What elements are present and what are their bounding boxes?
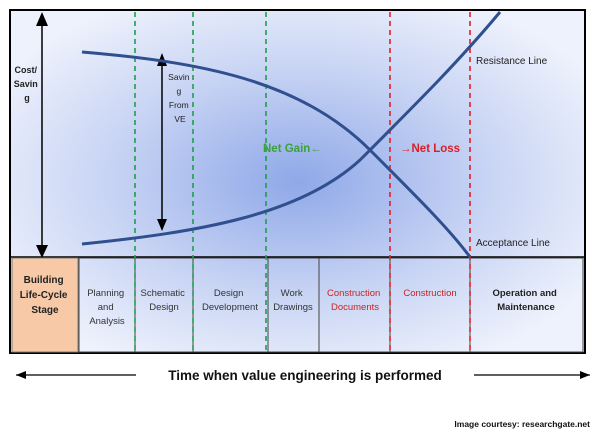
stage-label-line: Drawings bbox=[273, 302, 313, 313]
stage-header-line: Stage bbox=[31, 305, 59, 316]
stage-label-line: Design bbox=[149, 302, 179, 313]
cost-axis-label-line: Cost/ bbox=[14, 65, 37, 75]
cost-axis-label: Cost/ Savin g bbox=[14, 65, 41, 103]
stage-label-line: and bbox=[98, 302, 114, 313]
acceptance-curve bbox=[81, 50, 472, 258]
stage-label-work: Work Drawings bbox=[273, 288, 313, 313]
stage-label-planning: Planning and Analysis bbox=[87, 288, 127, 327]
saving-label: Savin g From VE bbox=[168, 72, 192, 124]
stage-label-design-dev: Design Development bbox=[202, 288, 258, 313]
resistance-line-label: Resistance Line bbox=[476, 56, 548, 67]
stage-label-line: Planning bbox=[87, 288, 124, 299]
stage-label-line: Construction bbox=[403, 288, 456, 299]
stage-label-operation: Operation and Maintenance bbox=[492, 288, 559, 313]
saving-label-line: Savin bbox=[168, 72, 190, 82]
net-gain-label: Net Gain← bbox=[263, 143, 322, 155]
stage-label-line: Schematic bbox=[141, 288, 186, 299]
stage-header-line: Life-Cycle bbox=[20, 290, 68, 301]
stage-label-line: Work bbox=[281, 288, 303, 299]
stage-header-line: Building bbox=[24, 275, 64, 286]
time-caption: Time when value engineering is performed bbox=[168, 368, 442, 383]
saving-label-line: g bbox=[176, 86, 181, 96]
stage-label-line: Construction bbox=[327, 288, 380, 299]
image-credit: Image courtesy: researchgate.net bbox=[454, 419, 590, 429]
resistance-curve bbox=[81, 11, 502, 246]
stage-label-construction: Construction bbox=[403, 288, 456, 299]
time-axis-arrow bbox=[16, 371, 590, 379]
red-dashed-lines bbox=[389, 12, 471, 352]
green-dashed-lines bbox=[134, 12, 267, 352]
stage-label-line: Documents bbox=[331, 302, 379, 313]
stage-header-text: Building Life-Cycle Stage bbox=[20, 275, 71, 316]
saving-label-line: From bbox=[169, 100, 189, 110]
stage-label-line: Maintenance bbox=[497, 302, 555, 313]
stage-label-line: Analysis bbox=[89, 316, 125, 327]
cost-axis-arrow bbox=[36, 12, 48, 258]
saving-label-line: VE bbox=[174, 114, 186, 124]
net-loss-label: →Net Loss bbox=[400, 143, 460, 155]
cost-axis-label-line: g bbox=[24, 93, 30, 103]
stage-label-line: Design bbox=[214, 288, 244, 299]
stage-header-cell bbox=[11, 257, 79, 353]
stage-label-line: Operation and bbox=[492, 288, 557, 299]
diagram-frame bbox=[9, 9, 586, 354]
stage-label-construction-docs: Construction Documents bbox=[327, 288, 383, 313]
stage-label-schematic: Schematic Design bbox=[141, 288, 188, 313]
acceptance-line-label: Acceptance Line bbox=[476, 238, 550, 249]
cost-axis-label-line: Savin bbox=[14, 79, 38, 89]
stage-label-line: Development bbox=[202, 302, 258, 313]
